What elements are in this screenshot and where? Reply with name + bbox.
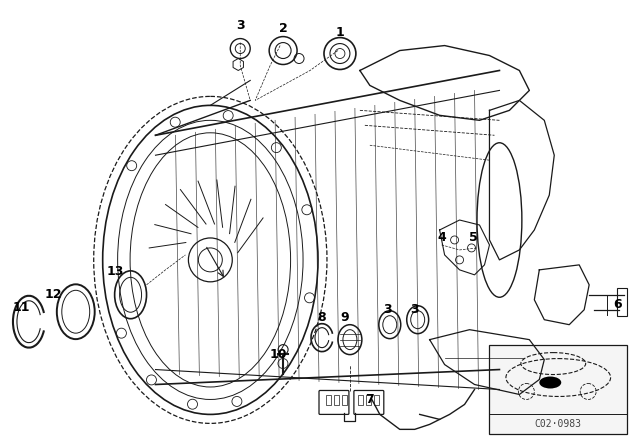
Bar <box>342 396 347 405</box>
Bar <box>617 288 627 316</box>
Bar <box>358 396 363 405</box>
Text: 9: 9 <box>340 311 349 324</box>
Text: 1: 1 <box>335 26 344 39</box>
Text: 11: 11 <box>12 301 29 314</box>
Text: 4: 4 <box>437 232 446 245</box>
Ellipse shape <box>540 376 561 388</box>
Text: 10: 10 <box>269 348 287 361</box>
Text: 3: 3 <box>410 303 419 316</box>
Text: 3: 3 <box>236 19 244 32</box>
Text: 8: 8 <box>317 311 326 324</box>
Text: C02·0983: C02·0983 <box>535 419 582 429</box>
Bar <box>374 396 379 405</box>
Text: 6: 6 <box>612 298 621 311</box>
Text: 13: 13 <box>107 265 124 278</box>
Bar <box>490 345 627 435</box>
Text: 2: 2 <box>279 22 287 35</box>
Bar <box>334 396 339 405</box>
Text: 7: 7 <box>365 393 374 406</box>
Text: 12: 12 <box>44 288 61 301</box>
Bar <box>326 396 331 405</box>
Text: 5: 5 <box>469 232 478 245</box>
Bar <box>366 396 371 405</box>
Text: 3: 3 <box>383 303 392 316</box>
